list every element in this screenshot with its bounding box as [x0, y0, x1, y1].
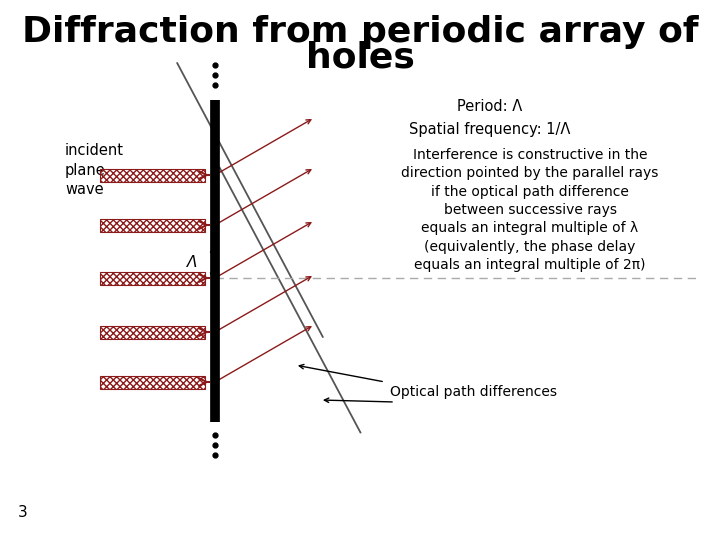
Bar	[100, 272, 205, 285]
Text: holes: holes	[305, 41, 415, 75]
Bar	[100, 168, 205, 181]
Text: 3: 3	[18, 505, 28, 520]
Text: incident
plane
wave: incident plane wave	[65, 143, 124, 197]
Bar	[100, 375, 205, 388]
Text: Optical path differences: Optical path differences	[390, 385, 557, 399]
Text: Period: Λ
Spatial frequency: 1/Λ: Period: Λ Spatial frequency: 1/Λ	[409, 99, 571, 137]
Text: Interference is constructive in the
direction pointed by the parallel rays
if th: Interference is constructive in the dire…	[401, 148, 659, 272]
Bar	[100, 219, 205, 232]
Bar	[100, 326, 205, 339]
Text: Λ: Λ	[186, 255, 197, 270]
Text: Diffraction from periodic array of: Diffraction from periodic array of	[22, 15, 698, 49]
